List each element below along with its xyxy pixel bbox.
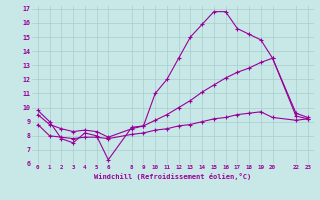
X-axis label: Windchill (Refroidissement éolien,°C): Windchill (Refroidissement éolien,°C)	[94, 173, 252, 180]
